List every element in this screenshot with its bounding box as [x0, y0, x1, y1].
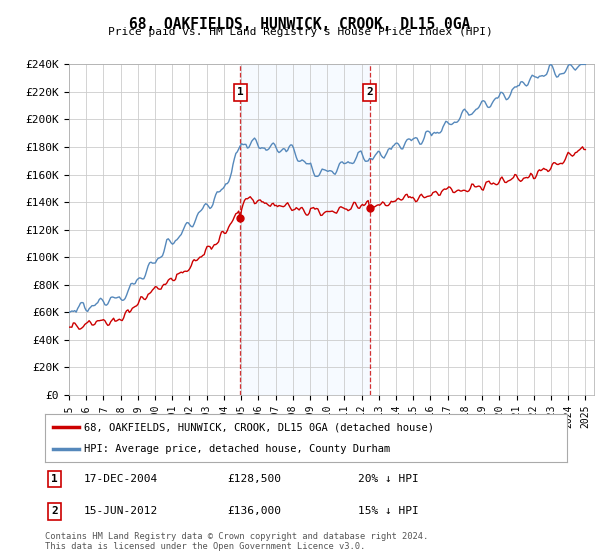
Text: £136,000: £136,000 — [228, 506, 282, 516]
Text: 20% ↓ HPI: 20% ↓ HPI — [358, 474, 419, 484]
Text: 2: 2 — [51, 506, 58, 516]
Text: Price paid vs. HM Land Registry's House Price Index (HPI): Price paid vs. HM Land Registry's House … — [107, 27, 493, 37]
Bar — [241, 64, 370, 395]
Text: 15-JUN-2012: 15-JUN-2012 — [84, 506, 158, 516]
Text: 1: 1 — [51, 474, 58, 484]
Text: HPI: Average price, detached house, County Durham: HPI: Average price, detached house, Coun… — [84, 444, 391, 454]
Text: Contains HM Land Registry data © Crown copyright and database right 2024.
This d: Contains HM Land Registry data © Crown c… — [45, 532, 428, 552]
Text: 15% ↓ HPI: 15% ↓ HPI — [358, 506, 419, 516]
Text: 2: 2 — [366, 87, 373, 97]
Text: 1: 1 — [237, 87, 244, 97]
Text: 68, OAKFIELDS, HUNWICK, CROOK, DL15 0GA (detached house): 68, OAKFIELDS, HUNWICK, CROOK, DL15 0GA … — [84, 422, 434, 432]
Text: 68, OAKFIELDS, HUNWICK, CROOK, DL15 0GA: 68, OAKFIELDS, HUNWICK, CROOK, DL15 0GA — [130, 17, 470, 32]
Text: £128,500: £128,500 — [228, 474, 282, 484]
Text: 17-DEC-2004: 17-DEC-2004 — [84, 474, 158, 484]
